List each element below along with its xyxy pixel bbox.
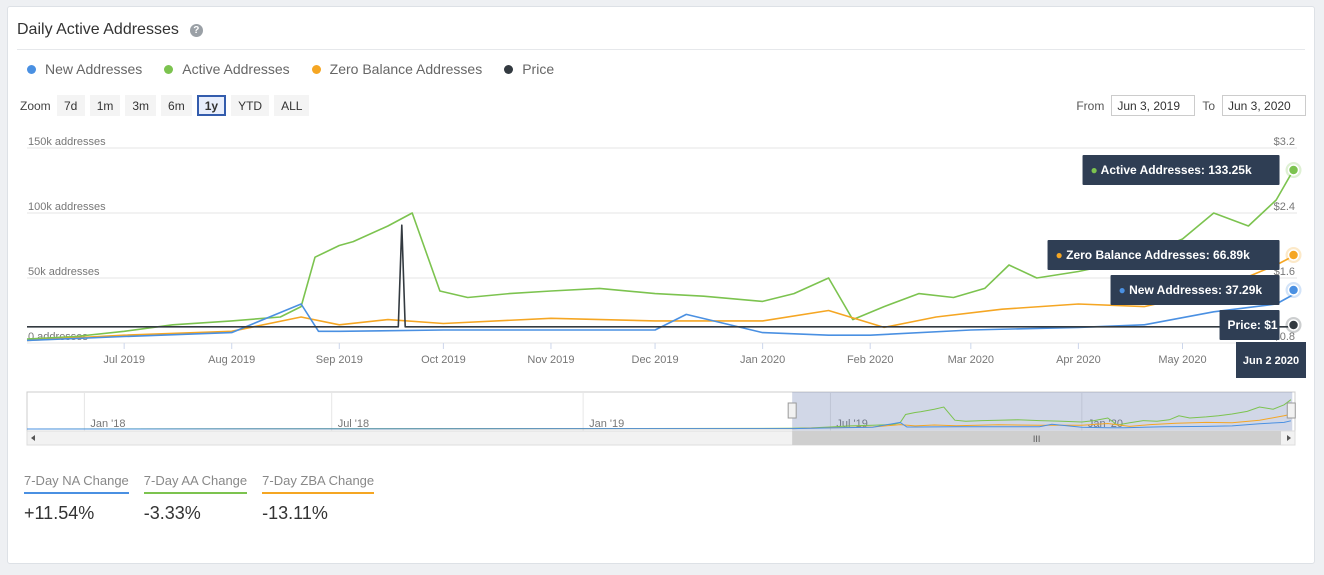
header-divider bbox=[17, 49, 1305, 50]
card-header: Daily Active Addresses ? bbox=[17, 19, 203, 41]
tooltip-box bbox=[1082, 155, 1280, 185]
legend-label: Active Addresses bbox=[182, 61, 290, 77]
legend-label: Zero Balance Addresses bbox=[329, 61, 483, 77]
stat-underline bbox=[143, 492, 248, 494]
zoom-1m-button[interactable]: 1m bbox=[89, 95, 121, 116]
legend-marker-icon bbox=[164, 64, 174, 74]
from-date-input[interactable]: Jun 3, 2019 bbox=[1111, 95, 1196, 116]
y-tick-label-left: 150k addresses bbox=[28, 136, 106, 148]
navigator-frame bbox=[26, 391, 1296, 432]
y-tick-label-left: 100k addresses bbox=[28, 201, 106, 213]
x-tick-label: Feb 2020 bbox=[847, 354, 893, 366]
date-range: From Jun 3, 2019 To Jun 3, 2020 bbox=[1069, 95, 1306, 116]
scroll-right-arrow-icon[interactable] bbox=[1287, 435, 1291, 441]
x-tick-label: Nov 2019 bbox=[527, 354, 574, 366]
zoom-all-button[interactable]: ALL bbox=[274, 95, 310, 116]
navigator-tick-label: Jan '19 bbox=[589, 418, 624, 430]
y-tick-label-right: $3.2 bbox=[1274, 136, 1295, 148]
stat-label: 7-Day NA Change bbox=[24, 473, 129, 488]
series-line-new-addresses bbox=[26, 293, 1294, 342]
navigator-tick-label: Jul '18 bbox=[338, 418, 369, 430]
stat-underline bbox=[262, 492, 375, 494]
stat-value: -3.33% bbox=[143, 503, 201, 523]
stat-zba-change: 7-Day ZBA Change -13.11% bbox=[262, 473, 375, 524]
series-end-marker bbox=[1287, 164, 1300, 176]
chart-legend: New Addresses Active Addresses Zero Bala… bbox=[27, 61, 576, 77]
tooltip-text: ● New Addresses: 37.29k bbox=[1119, 283, 1263, 297]
stat-value: +11.54% bbox=[24, 503, 95, 523]
legend-marker-icon bbox=[27, 64, 36, 74]
scrollbar-thumb[interactable] bbox=[792, 431, 1281, 445]
zoom-1y-button[interactable]: 1y bbox=[196, 95, 227, 116]
x-tick-label: Oct 2019 bbox=[421, 354, 466, 366]
y-tick-label-left: 50k addresses bbox=[28, 266, 100, 278]
stat-aa-change: 7-Day AA Change -3.33% bbox=[143, 473, 248, 524]
series-end-marker bbox=[1287, 319, 1300, 331]
x-tick-label: Apr 2020 bbox=[1056, 354, 1101, 366]
tooltip-text: ● Zero Balance Addresses: 66.89k bbox=[1056, 248, 1251, 262]
tooltip-text: Price: $1 bbox=[1228, 318, 1278, 332]
to-label: To bbox=[1202, 98, 1215, 113]
tooltip-text: ● Active Addresses: 133.25k bbox=[1091, 163, 1252, 177]
series-end-marker bbox=[1287, 249, 1300, 261]
x-tick-label: Jan 2020 bbox=[740, 354, 785, 366]
navigator-series bbox=[26, 420, 1292, 430]
stat-label: 7-Day ZBA Change bbox=[262, 473, 375, 488]
navigator-tick-label: Jan '18 bbox=[90, 418, 125, 430]
stat-value: -13.11% bbox=[262, 503, 328, 523]
tooltip-date: Jun 2 2020 bbox=[1243, 355, 1299, 367]
navigator-handle[interactable] bbox=[1286, 402, 1296, 419]
legend-label: Price bbox=[522, 61, 555, 77]
y-tick-label-right: $2.4 bbox=[1274, 201, 1295, 213]
stat-label: 7-Day AA Change bbox=[143, 473, 248, 488]
series-line-price bbox=[27, 224, 1294, 328]
stat-na-change: 7-Day NA Change +11.54% bbox=[24, 473, 129, 524]
navigator-series bbox=[26, 399, 1292, 430]
tooltip-box bbox=[1110, 275, 1280, 305]
legend-item-zero-balance-addresses[interactable]: Zero Balance Addresses bbox=[311, 61, 483, 77]
stat-underline bbox=[24, 492, 129, 494]
to-date-input[interactable]: Jun 3, 2020 bbox=[1222, 95, 1306, 116]
legend-marker-icon bbox=[311, 64, 321, 74]
x-tick-label: Dec 2019 bbox=[632, 354, 679, 366]
chart-title: Daily Active Addresses bbox=[17, 21, 179, 38]
legend-item-price[interactable]: Price bbox=[504, 61, 554, 77]
x-tick-label: May 2020 bbox=[1158, 354, 1206, 366]
legend-label: New Addresses bbox=[45, 61, 143, 77]
x-tick-label: Jul 2019 bbox=[103, 354, 145, 366]
scroll-left-arrow-icon[interactable] bbox=[31, 435, 35, 441]
legend-marker-icon bbox=[504, 64, 514, 74]
zoom-3m-button[interactable]: 3m bbox=[125, 95, 157, 116]
zoom-7d-button[interactable]: 7d bbox=[56, 95, 85, 116]
tooltip-date-box bbox=[1236, 342, 1306, 378]
navigator-selection[interactable] bbox=[792, 392, 1293, 431]
legend-item-active-addresses[interactable]: Active Addresses bbox=[164, 61, 290, 77]
zoom-label: Zoom bbox=[20, 98, 51, 113]
zoom-6m-button[interactable]: 6m bbox=[161, 95, 192, 116]
help-icon[interactable]: ? bbox=[189, 23, 203, 37]
chart-svg: 150k addresses 100k addresses 50k addresse… bbox=[26, 136, 1306, 446]
x-tick-label: Aug 2019 bbox=[208, 354, 255, 366]
navigator-handle[interactable] bbox=[787, 402, 797, 419]
zoom-ytd-button[interactable]: YTD bbox=[231, 95, 270, 116]
from-label: From bbox=[1076, 98, 1105, 113]
x-tick-label: Sep 2019 bbox=[316, 354, 363, 366]
x-tick-label: Mar 2020 bbox=[948, 354, 994, 366]
zoom-controls: Zoom 7d 1m 3m 6m 1y YTD ALL bbox=[20, 95, 314, 116]
stats-row: 7-Day NA Change +11.54% 7-Day AA Change … bbox=[24, 473, 389, 524]
tooltip-box bbox=[1219, 310, 1280, 340]
tooltip-box bbox=[1047, 240, 1280, 270]
legend-item-new-addresses[interactable]: New Addresses bbox=[27, 61, 142, 77]
series-end-marker bbox=[1287, 284, 1300, 296]
series-line-zero-balance-addresses bbox=[26, 255, 1294, 342]
scrollbar-grip-icon: III bbox=[1033, 434, 1041, 444]
